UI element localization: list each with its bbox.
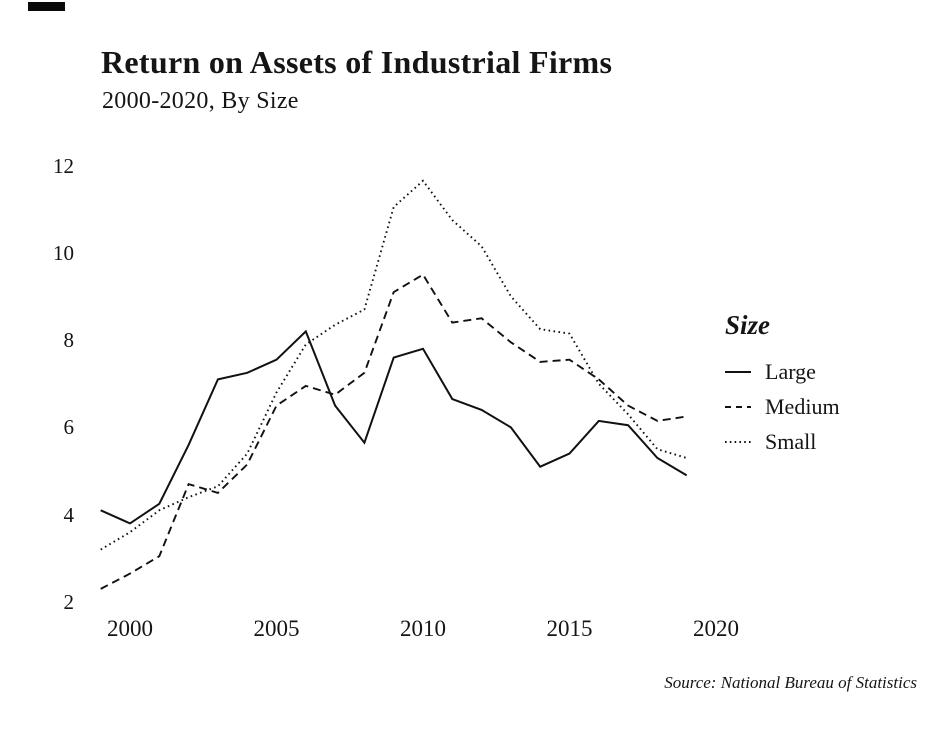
y-axis-tick-label: 2: [63, 590, 75, 614]
series-line-small: [100, 179, 687, 551]
x-axis-tick-label: 2000: [107, 616, 153, 641]
legend-label: Small: [765, 428, 817, 454]
legend-entry-medium: Medium: [725, 389, 840, 424]
screen-edge-artifact: [28, 2, 65, 11]
y-axis-tick-label: 12: [53, 153, 74, 178]
x-axis-tick-label: 2010: [400, 616, 446, 641]
dashed-line-sample-icon: [725, 405, 751, 408]
source-note: Source: National Bureau of Statistics: [664, 673, 917, 692]
y-axis-tick-label: 4: [63, 502, 75, 527]
chart-subtitle: 2000-2020, By Size: [102, 88, 299, 114]
legend-label: Medium: [765, 393, 840, 419]
y-axis-tick-label: 8: [63, 328, 75, 353]
y-axis-tick-label: 10: [53, 240, 74, 265]
legend: Size Large Medium Small: [725, 310, 840, 459]
x-axis-tick-label: 2005: [253, 616, 300, 641]
series-line-medium: [100, 273, 687, 590]
chart-title: Return on Assets of Industrial Firms: [101, 44, 613, 80]
x-axis-tick-label: 2020: [693, 616, 739, 641]
legend-title: Size: [725, 310, 771, 340]
y-axis-tick-label: 6: [63, 415, 75, 440]
legend-label: Large: [765, 358, 816, 384]
dotted-line-sample-icon: [725, 440, 751, 443]
series-line-large: [100, 329, 688, 525]
x-axis-tick-label: 2015: [546, 616, 593, 641]
solid-line-sample-icon: [725, 370, 751, 373]
legend-entry-large: Large: [725, 354, 840, 389]
legend-entry-small: Small: [725, 424, 840, 459]
